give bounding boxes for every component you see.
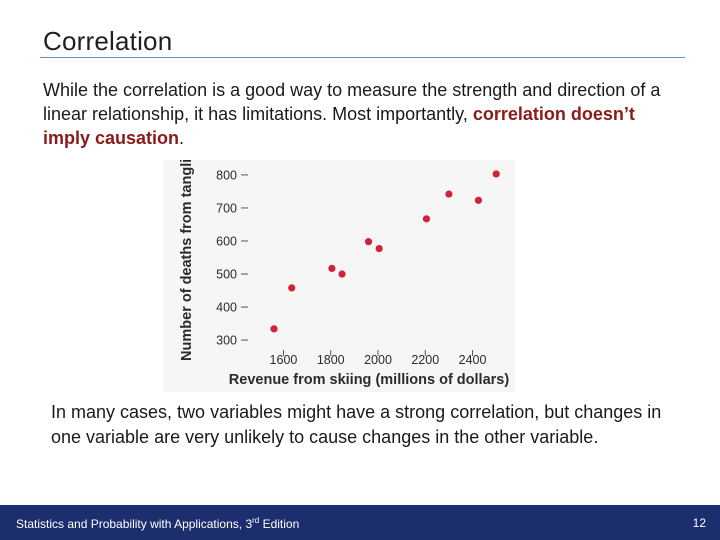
data-point xyxy=(364,238,373,246)
data-point xyxy=(375,244,383,253)
data-point xyxy=(492,170,500,178)
intro-end: . xyxy=(179,128,185,148)
y-axis-label: Number of deaths from tangling xyxy=(179,160,195,361)
footer-bar: Statistics and Probability with Applicat… xyxy=(0,505,720,540)
x-axis-label: Revenue from skiing (millions of dollars… xyxy=(229,372,510,388)
data-point xyxy=(422,215,431,223)
book-title-ordinal: rd xyxy=(252,516,260,525)
page-number: 12 xyxy=(692,516,706,530)
y-tick-label: 700 xyxy=(216,201,237,215)
note-paragraph: In many cases, two variables might have … xyxy=(51,402,662,447)
intro-text: While the correlation is a good way to m… xyxy=(43,80,661,124)
intro-paragraph: While the correlation is a good way to m… xyxy=(43,78,673,150)
book-title-prefix: Statistics and Probability with Applicat… xyxy=(16,517,253,531)
y-tick-label: 800 xyxy=(216,168,237,182)
data-point xyxy=(270,325,278,333)
scatter-chart: 300 400 500 600 700 800 1600 1800 2000 2200 2400 … xyxy=(163,160,515,392)
y-tick-label: 600 xyxy=(216,234,237,248)
book-title-suffix: Edition xyxy=(259,517,300,531)
title-underline xyxy=(40,57,685,58)
data-point xyxy=(288,284,296,292)
data-point xyxy=(328,264,336,273)
data-point xyxy=(474,196,483,204)
book-title: Statistics and Probability with Applicat… xyxy=(16,516,299,531)
y-tick-label: 500 xyxy=(216,268,237,282)
x-tick-label: 2400 xyxy=(459,353,487,367)
x-tick-label: 1800 xyxy=(317,353,345,367)
data-point xyxy=(338,270,346,278)
x-tick-label: 1600 xyxy=(270,353,298,367)
y-tick-label: 300 xyxy=(216,334,237,348)
x-tick-label: 2000 xyxy=(364,353,392,367)
data-point xyxy=(445,190,453,198)
x-tick-label: 2200 xyxy=(411,353,439,367)
y-tick-label: 400 xyxy=(216,301,237,315)
intro-emphasis: correlation doesn’t imply causation xyxy=(43,104,635,148)
slide-title: Correlation xyxy=(43,26,173,56)
